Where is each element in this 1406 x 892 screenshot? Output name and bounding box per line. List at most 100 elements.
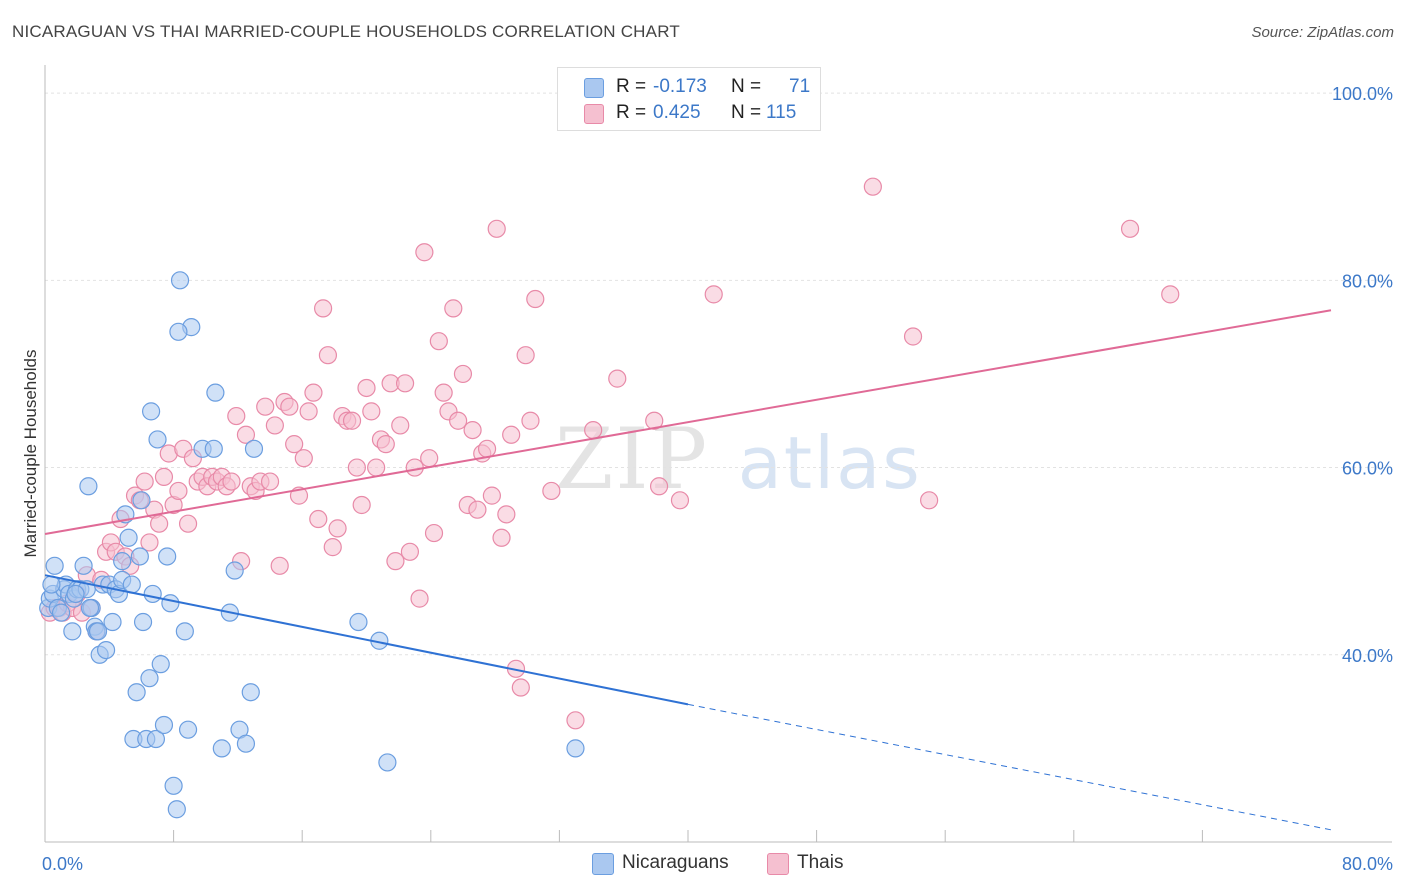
legend-r-label: R = <box>616 76 647 97</box>
nicaraguan-point <box>96 640 116 660</box>
axis-layer <box>44 65 1392 843</box>
thai-point <box>482 486 501 505</box>
nicaraguan-trend-extension <box>687 703 1332 831</box>
nicaraguan-point <box>146 729 166 749</box>
legend-label-nicaraguans: Nicaraguans <box>622 852 729 873</box>
nicaraguan-point <box>241 683 260 702</box>
y-tick-label: 60.0% <box>1342 459 1393 479</box>
nicaraguan-point <box>225 561 244 580</box>
thai-point <box>135 472 154 491</box>
thai-point <box>608 369 627 388</box>
nicaraguan-point <box>566 739 585 758</box>
thai-point <box>903 327 923 346</box>
nicaraguan-point <box>143 584 162 604</box>
thai-point <box>352 495 371 515</box>
thai-point <box>444 299 463 318</box>
thai-point <box>140 533 159 552</box>
y-tick-label: 100.0% <box>1332 84 1393 104</box>
thai-point <box>468 500 487 519</box>
legend-swatch-pink <box>584 104 604 124</box>
nicaraguan-point <box>74 556 93 575</box>
thai-point <box>502 425 521 444</box>
watermark-atlas: atlas <box>737 421 922 505</box>
label-layer: 100.0% 80.0% 60.0% 40.0% 0.0% 80.0% Married-co… <box>21 84 1393 874</box>
legend-r-value: 0.425 <box>653 102 701 123</box>
thai-point <box>367 458 386 477</box>
legend-row-nicaraguans: R = -0.173 N = 71 <box>558 75 820 101</box>
nicaraguan-point <box>63 622 82 641</box>
thai-point <box>704 285 723 304</box>
nicaraguan-point <box>212 739 231 758</box>
thai-point <box>395 374 415 393</box>
thai-point <box>154 467 174 487</box>
thai-point <box>1120 219 1140 238</box>
thai-point <box>222 472 241 491</box>
thai-point <box>169 481 188 501</box>
nicaraguan-point <box>119 528 138 547</box>
thai-point <box>487 219 506 238</box>
thai-point <box>449 411 468 430</box>
nicaraguan-point <box>45 556 64 575</box>
nicaraguan-point <box>158 547 177 566</box>
thai-point <box>362 402 381 421</box>
chart-title: NICARAGUAN VS THAI MARRIED-COUPLE HOUSEH… <box>12 22 680 41</box>
thai-point <box>420 449 439 468</box>
nicaraguan-point <box>170 271 190 290</box>
thai-point <box>391 416 410 435</box>
thai-point <box>265 416 284 435</box>
thai-point <box>400 542 420 561</box>
nicaraguan-point <box>167 800 186 819</box>
thai-point <box>463 420 482 440</box>
thai-point <box>863 177 882 196</box>
legend-r-label: R = <box>616 102 647 123</box>
nicaraguan-point <box>236 734 256 753</box>
legend-label-thais: Thais <box>797 852 844 873</box>
thai-trend-line <box>44 309 1332 535</box>
legend-r-value: -0.173 <box>653 76 707 97</box>
thai-point <box>304 383 323 402</box>
thai-point <box>342 411 362 430</box>
thai-point <box>313 299 333 318</box>
thai-point <box>256 397 275 416</box>
thai-point <box>645 411 664 430</box>
x-tick-label: 80.0% <box>1342 854 1393 874</box>
legend-n-value: 71 <box>789 76 811 97</box>
nicaraguan-point <box>244 439 264 458</box>
thai-point <box>410 589 429 608</box>
nicaraguan-point <box>113 552 132 571</box>
thai-point <box>309 509 328 529</box>
thai-point <box>920 491 939 510</box>
x-tick-label: 0.0% <box>42 854 83 874</box>
y-tick-label: 40.0% <box>1342 646 1393 666</box>
y-axis-title: Married-couple Households <box>21 350 40 558</box>
nicaraguan-point <box>133 612 153 632</box>
thai-point <box>405 458 424 477</box>
nicaraguan-point <box>51 603 71 622</box>
nicaraguan-point <box>175 622 194 641</box>
thai-point <box>415 243 434 262</box>
nicaraguan-point <box>140 669 159 688</box>
thai-point <box>584 420 603 440</box>
nicaraguan-point <box>204 439 223 458</box>
legend-n-label: N = <box>731 76 762 97</box>
thai-point <box>497 505 516 524</box>
thai-point <box>386 552 405 571</box>
thai-point <box>649 477 669 496</box>
y-tick-label: 80.0% <box>1342 271 1393 291</box>
legend-n-value: 115 <box>766 102 797 123</box>
nicaraguan-point <box>349 612 368 632</box>
nicaraguan-point <box>141 402 161 421</box>
thai-point <box>434 383 453 402</box>
nicaraguan-point <box>378 753 397 772</box>
nicaraguan-point <box>178 720 198 739</box>
thai-point <box>376 435 395 454</box>
nicaraguan-point <box>169 322 188 341</box>
thai-point <box>542 481 561 501</box>
nicaraguan-point <box>80 598 100 618</box>
legend-swatch-blue <box>592 853 614 875</box>
thai-point <box>328 519 347 538</box>
nicaraguan-point <box>66 584 85 604</box>
thai-point <box>150 514 169 533</box>
legend-row-thais: R = 0.425 N = 115 <box>558 101 820 127</box>
